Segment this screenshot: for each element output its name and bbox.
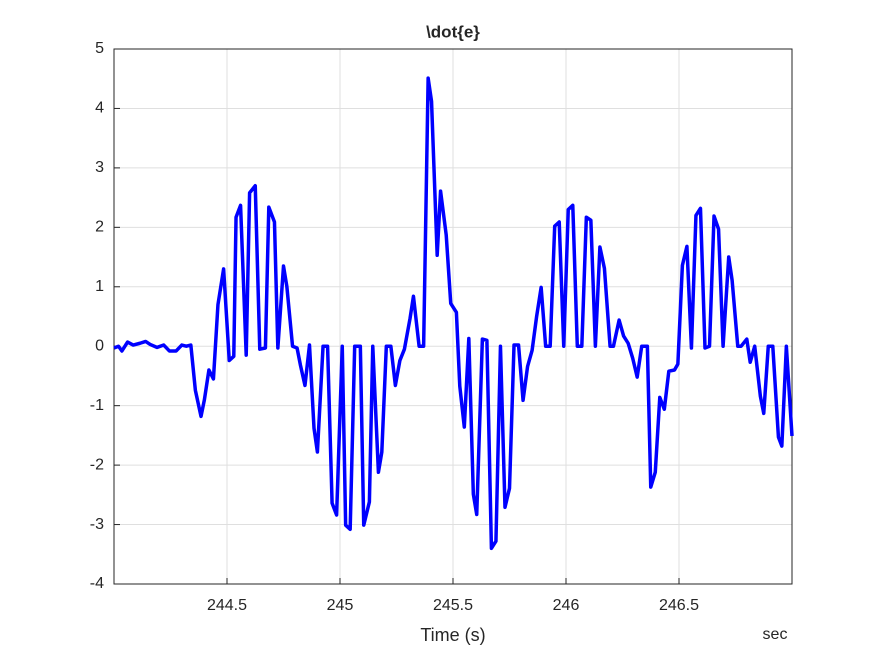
y-tick-label: 1 xyxy=(95,278,104,295)
annotation: sec xyxy=(763,626,788,643)
y-tick-label: 0 xyxy=(95,337,104,354)
y-tick-label: -4 xyxy=(90,575,104,592)
y-tick-label: -3 xyxy=(90,516,104,533)
x-tick-label: 246.5 xyxy=(659,597,699,614)
x-tick-label: 244.5 xyxy=(207,597,247,614)
x-tick-label: 246 xyxy=(553,597,580,614)
x-tick-label: 245 xyxy=(327,597,354,614)
y-tick-label: -1 xyxy=(90,397,104,414)
y-tick-label: 5 xyxy=(95,40,104,57)
y-tick-label: -2 xyxy=(90,456,104,473)
chart-title: \dot{e} xyxy=(426,22,480,41)
y-tick-label: 3 xyxy=(95,159,104,176)
axes-box xyxy=(113,48,793,585)
y-tick-label: 2 xyxy=(95,219,104,236)
data-line xyxy=(113,76,794,551)
x-axis-label: Time (s) xyxy=(420,625,485,645)
x-tick-label: 245.5 xyxy=(433,597,473,614)
y-tick-label: 4 xyxy=(95,100,104,117)
